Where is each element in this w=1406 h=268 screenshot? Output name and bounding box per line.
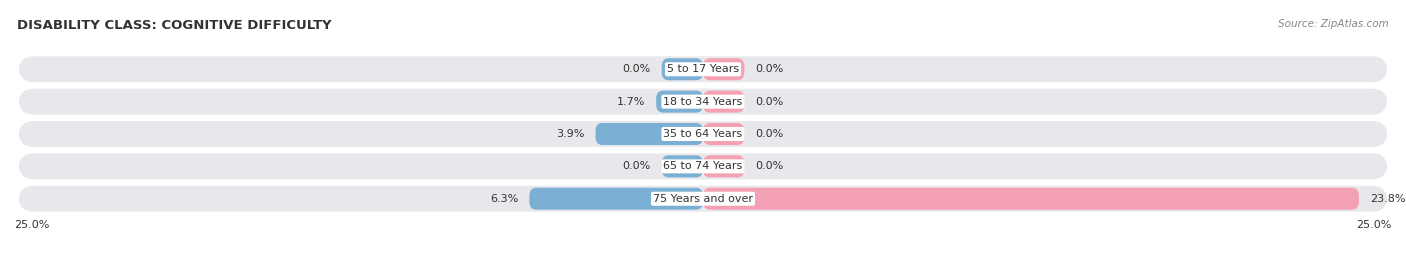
FancyBboxPatch shape	[662, 58, 703, 80]
FancyBboxPatch shape	[596, 123, 703, 145]
Text: 3.9%: 3.9%	[557, 129, 585, 139]
Text: 0.0%: 0.0%	[623, 64, 651, 74]
Text: 75 Years and over: 75 Years and over	[652, 194, 754, 204]
FancyBboxPatch shape	[18, 56, 1388, 82]
FancyBboxPatch shape	[18, 89, 1388, 115]
Text: 1.7%: 1.7%	[617, 97, 645, 107]
Text: 0.0%: 0.0%	[755, 161, 783, 171]
FancyBboxPatch shape	[657, 91, 703, 113]
FancyBboxPatch shape	[703, 91, 744, 113]
FancyBboxPatch shape	[703, 188, 1358, 210]
Text: 25.0%: 25.0%	[1357, 220, 1392, 230]
FancyBboxPatch shape	[18, 121, 1388, 147]
Text: 0.0%: 0.0%	[755, 129, 783, 139]
Text: Source: ZipAtlas.com: Source: ZipAtlas.com	[1278, 19, 1389, 29]
FancyBboxPatch shape	[18, 153, 1388, 179]
Text: DISABILITY CLASS: COGNITIVE DIFFICULTY: DISABILITY CLASS: COGNITIVE DIFFICULTY	[17, 19, 332, 32]
Text: 35 to 64 Years: 35 to 64 Years	[664, 129, 742, 139]
Text: 5 to 17 Years: 5 to 17 Years	[666, 64, 740, 74]
FancyBboxPatch shape	[662, 155, 703, 177]
Text: 25.0%: 25.0%	[14, 220, 49, 230]
Text: 23.8%: 23.8%	[1369, 194, 1406, 204]
Text: 0.0%: 0.0%	[623, 161, 651, 171]
Text: 18 to 34 Years: 18 to 34 Years	[664, 97, 742, 107]
FancyBboxPatch shape	[703, 123, 744, 145]
Text: 65 to 74 Years: 65 to 74 Years	[664, 161, 742, 171]
Text: 0.0%: 0.0%	[755, 64, 783, 74]
Text: 0.0%: 0.0%	[755, 97, 783, 107]
FancyBboxPatch shape	[18, 186, 1388, 212]
Text: 6.3%: 6.3%	[491, 194, 519, 204]
FancyBboxPatch shape	[530, 188, 703, 210]
FancyBboxPatch shape	[703, 155, 744, 177]
FancyBboxPatch shape	[703, 58, 744, 80]
